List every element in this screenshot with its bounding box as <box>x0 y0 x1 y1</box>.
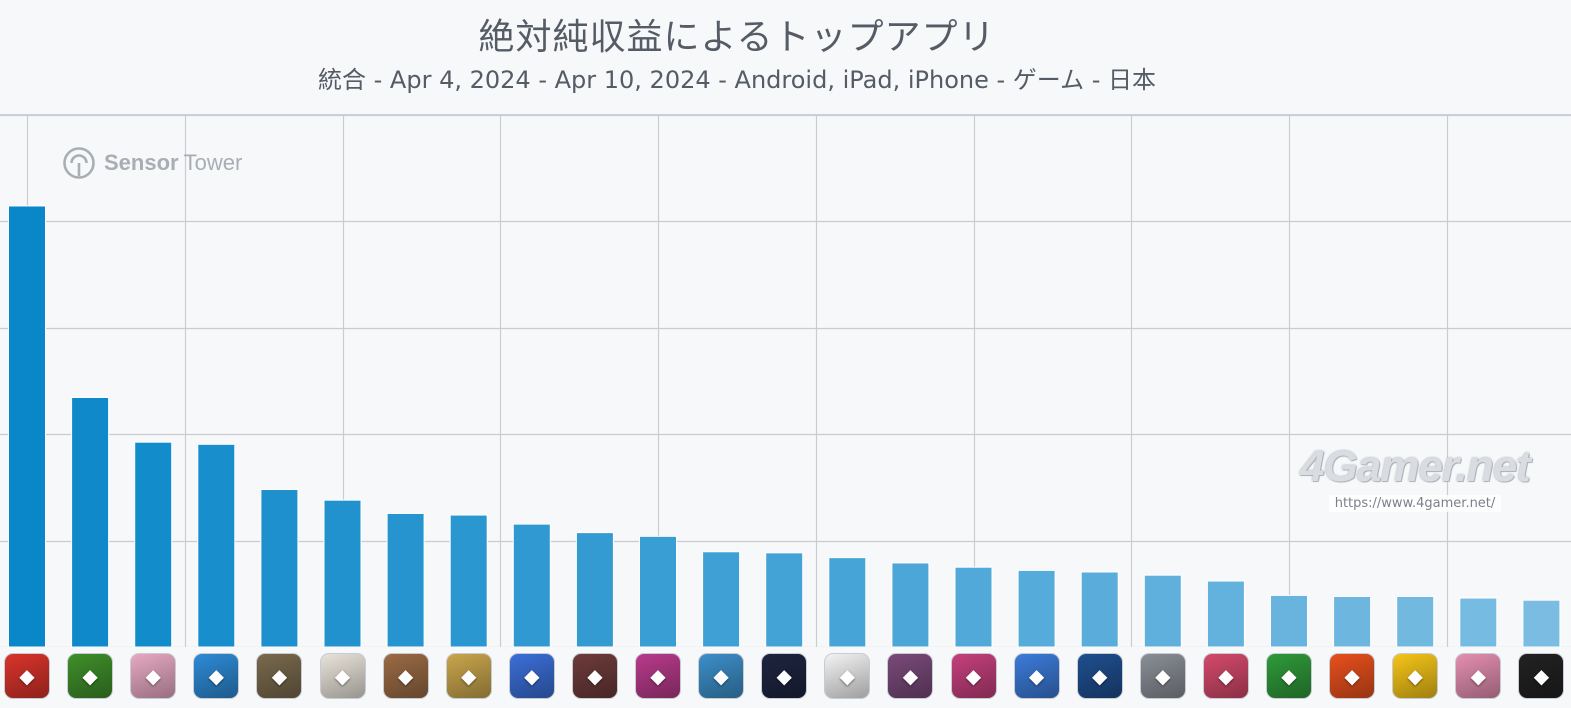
chart-header: 絶対純収益によるトップアプリ 統合 - Apr 4, 2024 - Apr 10… <box>0 0 1571 115</box>
royal-match-king-icon: ◆ <box>508 653 555 699</box>
now-badge-icon-glyph: ◆ <box>1533 664 1550 688</box>
dark-hair-girl-icon: ◆ <box>571 653 618 699</box>
uma-musume-icon: ◆ <box>950 653 997 699</box>
bar-18[interactable] <box>1080 571 1119 647</box>
chart-title: 絶対純収益によるトップアプリ <box>478 17 996 58</box>
red-monster-icon-glyph: ◆ <box>19 664 35 688</box>
bar-1[interactable] <box>8 205 46 647</box>
bar-2[interactable] <box>71 396 110 647</box>
soccer-players-icon: ◆ <box>761 653 808 699</box>
legend-of-mushroom-icon-glyph: ◆ <box>82 664 98 688</box>
logo-text-strong: Sensor <box>104 150 179 175</box>
sensor-tower-logo: Sensor Tower <box>62 144 242 182</box>
app-icon-row: ◆ ◆ ◆ ◆ ◆ ◆ ◆ ◆ ◆ ◆ ◆ ◆ ◆ ◆ ◆ ◆ ◆ ◆ ◆ ◆ ◆ ◆ ◆ ◆ ◆ <box>0 648 1571 708</box>
bar-5[interactable] <box>260 489 299 647</box>
monster-4.5-anniv-icon-glyph: ◆ <box>208 664 224 688</box>
bar-8[interactable] <box>449 514 488 647</box>
uma-musume-icon-glyph: ◆ <box>965 664 982 688</box>
bar-24[interactable] <box>1459 597 1498 647</box>
golf-course-icon: ◆ <box>1266 653 1312 699</box>
math-x6-penguin-icon-glyph: ◆ <box>1028 664 1045 688</box>
watermark-url: https://www.4gamer.net/ <box>1328 495 1502 512</box>
bar-13[interactable] <box>765 552 804 647</box>
brawl-stars-icon: ◆ <box>1392 653 1439 699</box>
bar-9[interactable] <box>512 523 551 647</box>
bar-22[interactable] <box>1333 595 1372 647</box>
bar-chart <box>0 115 1571 647</box>
brawl-stars-icon-glyph: ◆ <box>1407 664 1423 688</box>
pubg-helmet-icon: ◆ <box>256 653 303 699</box>
bar-16[interactable] <box>954 566 993 647</box>
fate-blonde-knight-icon: ◆ <box>445 653 492 699</box>
red-bear-icon-glyph: ◆ <box>1344 664 1360 688</box>
soccer-players-icon-glyph: ◆ <box>776 664 792 688</box>
red-hair-music-icon-glyph: ◆ <box>1218 664 1234 688</box>
disney-tsum-icon-glyph: ◆ <box>902 664 919 688</box>
bar-6[interactable] <box>323 499 362 647</box>
bar-11[interactable] <box>639 535 677 647</box>
math-x6-penguin-icon: ◆ <box>1013 653 1060 699</box>
bar-15[interactable] <box>891 562 930 647</box>
blue-planet-icon: ◆ <box>1076 653 1123 699</box>
armored-knight-icon-glyph: ◆ <box>1155 664 1171 688</box>
hoyoverse-pink-hair-icon: ◆ <box>130 653 177 699</box>
armored-knight-icon: ◆ <box>1139 653 1186 699</box>
blue-planet-icon-glyph: ◆ <box>1091 664 1108 688</box>
red-hair-music-icon: ◆ <box>1202 653 1249 699</box>
bar-layer <box>8 205 1561 647</box>
bar-25[interactable] <box>1522 599 1561 647</box>
now-badge-icon: ◆ <box>1518 653 1565 699</box>
puzzle-dragons-12th-anniv-icon-glyph: ◆ <box>650 664 666 688</box>
bar-20[interactable] <box>1206 580 1245 647</box>
chart-subtitle: 統合 - Apr 4, 2024 - Apr 10, 2024 - Androi… <box>318 66 1156 94</box>
pubg-helmet-icon-glyph: ◆ <box>271 664 288 688</box>
pink-bunny-line-icon-glyph: ◆ <box>1470 664 1486 688</box>
bar-21[interactable] <box>1270 594 1308 647</box>
blue-hair-idol-icon: ◆ <box>698 653 745 699</box>
bar-19[interactable] <box>1143 574 1182 647</box>
bar-4[interactable] <box>197 443 236 647</box>
bar-7[interactable] <box>386 512 425 647</box>
bar-17[interactable] <box>1017 569 1056 647</box>
logo-text-light: Tower <box>183 150 243 175</box>
dark-hair-girl-icon-glyph: ◆ <box>587 664 603 688</box>
watermark-main: 4Gamer.net <box>1300 442 1531 491</box>
bar-10[interactable] <box>575 532 614 647</box>
puzzle-dragons-12th-anniv-icon: ◆ <box>635 653 681 699</box>
fantasy-hero-icon-glyph: ◆ <box>397 664 414 688</box>
4gamer-watermark: 4Gamer.net https://www.4gamer.net/ <box>1300 442 1531 512</box>
disney-tsum-icon: ◆ <box>887 653 934 699</box>
monster-4.5-anniv-icon: ◆ <box>193 653 240 699</box>
grid-layer <box>0 115 1571 647</box>
fate-blonde-knight-icon-glyph: ◆ <box>460 664 477 688</box>
hoyoverse-chibi-icon: ◆ <box>319 653 366 699</box>
red-monster-icon: ◆ <box>4 653 50 699</box>
legend-of-mushroom-icon: ◆ <box>67 653 114 699</box>
red-bear-icon: ◆ <box>1329 653 1376 699</box>
pink-bunny-line-icon: ◆ <box>1455 653 1502 699</box>
bar-12[interactable] <box>702 551 741 647</box>
pokemon-ball-icon-glyph: ◆ <box>839 664 855 688</box>
golf-course-icon-glyph: ◆ <box>1281 664 1297 688</box>
blue-hair-idol-icon-glyph: ◆ <box>713 664 729 688</box>
fantasy-hero-icon: ◆ <box>382 653 429 699</box>
bar-3[interactable] <box>134 441 173 647</box>
bar-23[interactable] <box>1396 595 1435 647</box>
bar-14[interactable] <box>828 557 867 647</box>
royal-match-king-icon-glyph: ◆ <box>524 664 540 688</box>
sensor-tower-icon <box>63 147 95 179</box>
hoyoverse-pink-hair-icon-glyph: ◆ <box>145 664 161 688</box>
hoyoverse-chibi-icon-glyph: ◆ <box>334 664 351 688</box>
pokemon-ball-icon: ◆ <box>824 653 871 699</box>
